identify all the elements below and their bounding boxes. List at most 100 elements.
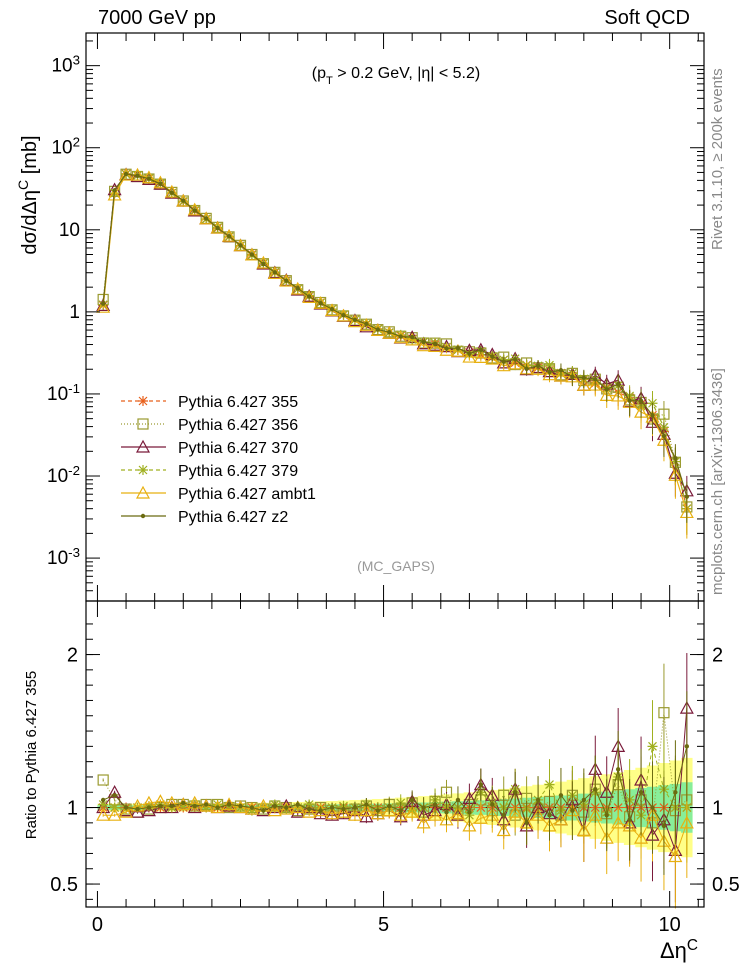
ratio-point: [673, 790, 678, 795]
ratio-series-line: [103, 800, 688, 858]
ratio-point: [547, 813, 552, 818]
legend: Pythia 6.427 355 Pythia 6.427 356 Pythia 6…: [121, 394, 316, 526]
ratio-point: [444, 809, 449, 815]
ratio-point: [313, 806, 328, 820]
data-point: [112, 188, 117, 193]
ratio-point: [97, 774, 109, 786]
ratio-point: [496, 823, 511, 837]
ratio-point: [535, 797, 541, 803]
data-point: [244, 247, 259, 261]
ratio-point: [393, 807, 408, 821]
ratio-point: [467, 809, 472, 815]
data-point: [364, 321, 369, 327]
data-point: [544, 360, 555, 371]
legend-marker: [135, 439, 151, 453]
ratio-point: [96, 807, 111, 821]
ratio-point: [570, 808, 575, 813]
data-point: [375, 327, 381, 332]
ratio-point: [272, 803, 278, 809]
legend-marker: [138, 465, 148, 475]
ratio-point: [284, 805, 289, 810]
ratio-point: [109, 802, 120, 813]
ratio-point: [347, 807, 362, 821]
data-point: [570, 374, 575, 380]
series-line: [102, 174, 688, 513]
ratio-panel-content: [86, 653, 704, 909]
ratio-point: [382, 803, 397, 817]
ratio-point: [398, 808, 403, 813]
data-point: [432, 341, 438, 347]
ratio-point: [279, 801, 294, 815]
data-point: [313, 295, 328, 309]
ratio-point: [553, 812, 568, 826]
data-point: [547, 369, 552, 375]
data-point: [405, 332, 420, 346]
ratio-point: [100, 797, 106, 803]
ratio-point: [359, 809, 374, 823]
data-point: [187, 202, 202, 216]
data-point: [210, 220, 225, 234]
x-axis: 0 5 10: [92, 33, 699, 936]
ratio-point: [352, 805, 358, 810]
ratio-point: [581, 797, 587, 803]
main-y-label: dσ/dΔηC [mb]: [15, 135, 41, 254]
ratio-point: [611, 815, 626, 829]
ratio-point: [684, 744, 690, 749]
ratio-point: [233, 800, 248, 814]
ratio-point: [135, 806, 140, 812]
ratio-y-tick-label-left: 0.5: [50, 874, 78, 896]
ratio-point: [306, 806, 312, 812]
ratio-point: [130, 804, 145, 818]
ratio-y-tick-label-right: 0.5: [712, 874, 740, 896]
ratio-panel-frame: [85, 600, 705, 908]
ratio-point: [524, 820, 529, 826]
data-point: [146, 176, 152, 181]
ratio-point: [462, 818, 477, 832]
ratio-y-tick-label-left: 1: [67, 798, 78, 820]
ratio-point: [215, 805, 220, 810]
ratio-point: [490, 802, 495, 807]
legend-entry: Pythia 6.427 ambt1: [121, 485, 316, 503]
data-point: [496, 358, 511, 372]
data-point: [524, 366, 529, 371]
legend-marker: [135, 485, 151, 499]
ratio-point: [558, 793, 564, 798]
data-point: [169, 190, 175, 195]
data-point: [318, 301, 323, 306]
x-tick-label: 5: [378, 914, 389, 936]
data-point: [290, 281, 305, 295]
series-line: [102, 173, 688, 497]
ratio-point: [661, 823, 667, 829]
ratio-point: [501, 813, 506, 818]
header-right: Soft QCD: [604, 7, 690, 29]
legend-entry: Pythia 6.427 356: [121, 417, 298, 434]
ratio-point: [261, 808, 266, 813]
ratio-point: [325, 806, 340, 820]
ratio-point: [203, 802, 209, 807]
data-point: [416, 338, 431, 352]
series-5: [100, 171, 690, 523]
data-point: [295, 286, 300, 291]
ratio-point: [647, 741, 658, 752]
ratio-y-axis: 0.5 0.5 1 1 2 2: [50, 623, 740, 900]
ratio-point: [370, 806, 385, 820]
data-point: [249, 252, 255, 257]
ratio-point: [302, 804, 317, 818]
ratio-point: [336, 804, 351, 818]
data-point: [473, 350, 488, 363]
ratio-series-5: [100, 691, 690, 875]
data-point: [96, 299, 111, 313]
legend-marker: [137, 418, 149, 430]
legend-label: Pythia 6.427 355: [178, 394, 298, 411]
data-point: [233, 238, 248, 252]
ratio-point: [473, 811, 488, 824]
ratio-point: [290, 804, 305, 818]
data-point: [455, 345, 461, 351]
data-point: [512, 357, 518, 362]
legend-label: Pythia 6.427 370: [178, 440, 298, 457]
data-point: [501, 359, 506, 364]
ratio-point: [405, 804, 420, 818]
legend-label: Pythia 6.427 z2: [178, 509, 288, 526]
ratio-point: [512, 790, 518, 795]
data-point: [256, 255, 271, 269]
